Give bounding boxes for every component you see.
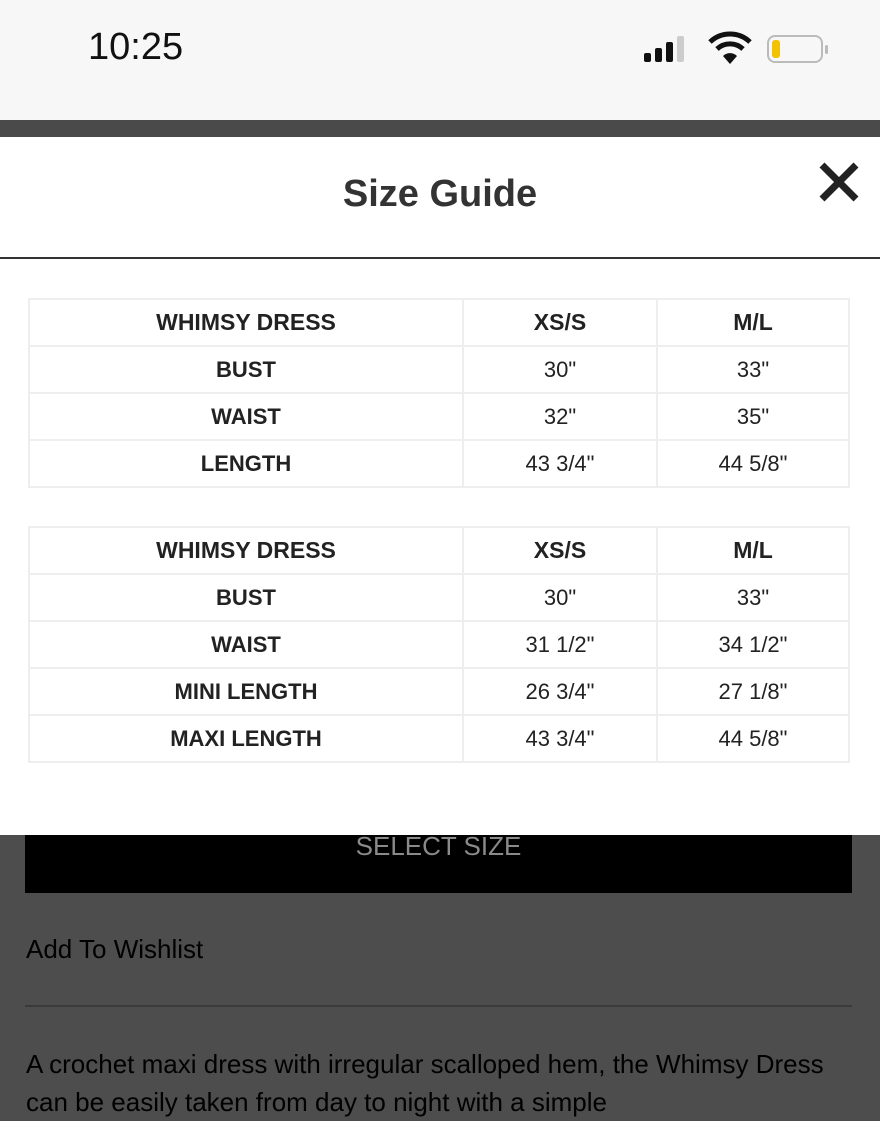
measurement-value: 43 3/4": [462, 439, 658, 488]
table-row: LENGTH 43 3/4" 44 5/8": [28, 439, 850, 488]
measurement-value: 44 5/8": [656, 714, 850, 763]
measurement-label: WAIST: [28, 620, 464, 669]
measurement-value: 26 3/4": [462, 667, 658, 716]
page-header-backdrop: [0, 120, 880, 137]
column-header: WHIMSY DRESS: [28, 298, 464, 347]
measurement-label: BUST: [28, 573, 464, 622]
table-row: WAIST 31 1/2" 34 1/2": [28, 620, 850, 669]
status-bar: 10:25: [0, 0, 880, 120]
measurement-value: 32": [462, 392, 658, 441]
modal-header: Size Guide: [0, 137, 880, 259]
size-guide-modal: Size Guide WHIMSY DRESS XS/S M/L BUST 30" 33"…: [0, 137, 880, 835]
table-row: MAXI LENGTH 43 3/4" 44 5/8": [28, 714, 850, 763]
divider: [25, 1005, 852, 1007]
measurement-label: MAXI LENGTH: [28, 714, 464, 763]
measurement-value: 27 1/8": [656, 667, 850, 716]
measurement-value: 33": [656, 573, 850, 622]
measurement-value: 33": [656, 345, 850, 394]
column-header: XS/S: [462, 526, 658, 575]
add-to-wishlist-link[interactable]: Add To Wishlist: [26, 934, 204, 964]
table-header-row: WHIMSY DRESS XS/S M/L: [28, 526, 850, 575]
wifi-icon: [708, 31, 752, 64]
select-size-button[interactable]: SELECT SIZE: [25, 833, 852, 893]
measurement-value: 35": [656, 392, 850, 441]
measurement-value: 34 1/2": [656, 620, 850, 669]
battery-icon: [767, 35, 828, 63]
table-header-row: WHIMSY DRESS XS/S M/L: [28, 298, 850, 347]
measurement-label: LENGTH: [28, 439, 464, 488]
column-header: M/L: [656, 298, 850, 347]
table-row: BUST 30" 33": [28, 573, 850, 622]
column-header: WHIMSY DRESS: [28, 526, 464, 575]
table-row: MINI LENGTH 26 3/4" 27 1/8": [28, 667, 850, 716]
measurement-value: 44 5/8": [656, 439, 850, 488]
size-table-1: WHIMSY DRESS XS/S M/L BUST 30" 33" WAIST 32" 35"…: [28, 298, 850, 488]
product-description: A crochet maxi dress with irregular scal…: [26, 1049, 824, 1117]
table-row: WAIST 32" 35": [28, 392, 850, 441]
close-icon[interactable]: [816, 159, 862, 205]
measurement-value: 30": [462, 573, 658, 622]
column-header: XS/S: [462, 298, 658, 347]
table-row: BUST 30" 33": [28, 345, 850, 394]
modal-title: Size Guide: [342, 173, 538, 215]
measurement-label: MINI LENGTH: [28, 667, 464, 716]
measurement-label: WAIST: [28, 392, 464, 441]
measurement-value: 43 3/4": [462, 714, 658, 763]
measurement-value: 31 1/2": [462, 620, 658, 669]
measurement-label: BUST: [28, 345, 464, 394]
column-header: M/L: [656, 526, 850, 575]
measurement-value: 30": [462, 345, 658, 394]
size-table-2: WHIMSY DRESS XS/S M/L BUST 30" 33" WAIST 31 1/2…: [28, 526, 850, 763]
signal-icon: [644, 36, 684, 62]
clock: 10:25: [88, 26, 184, 68]
